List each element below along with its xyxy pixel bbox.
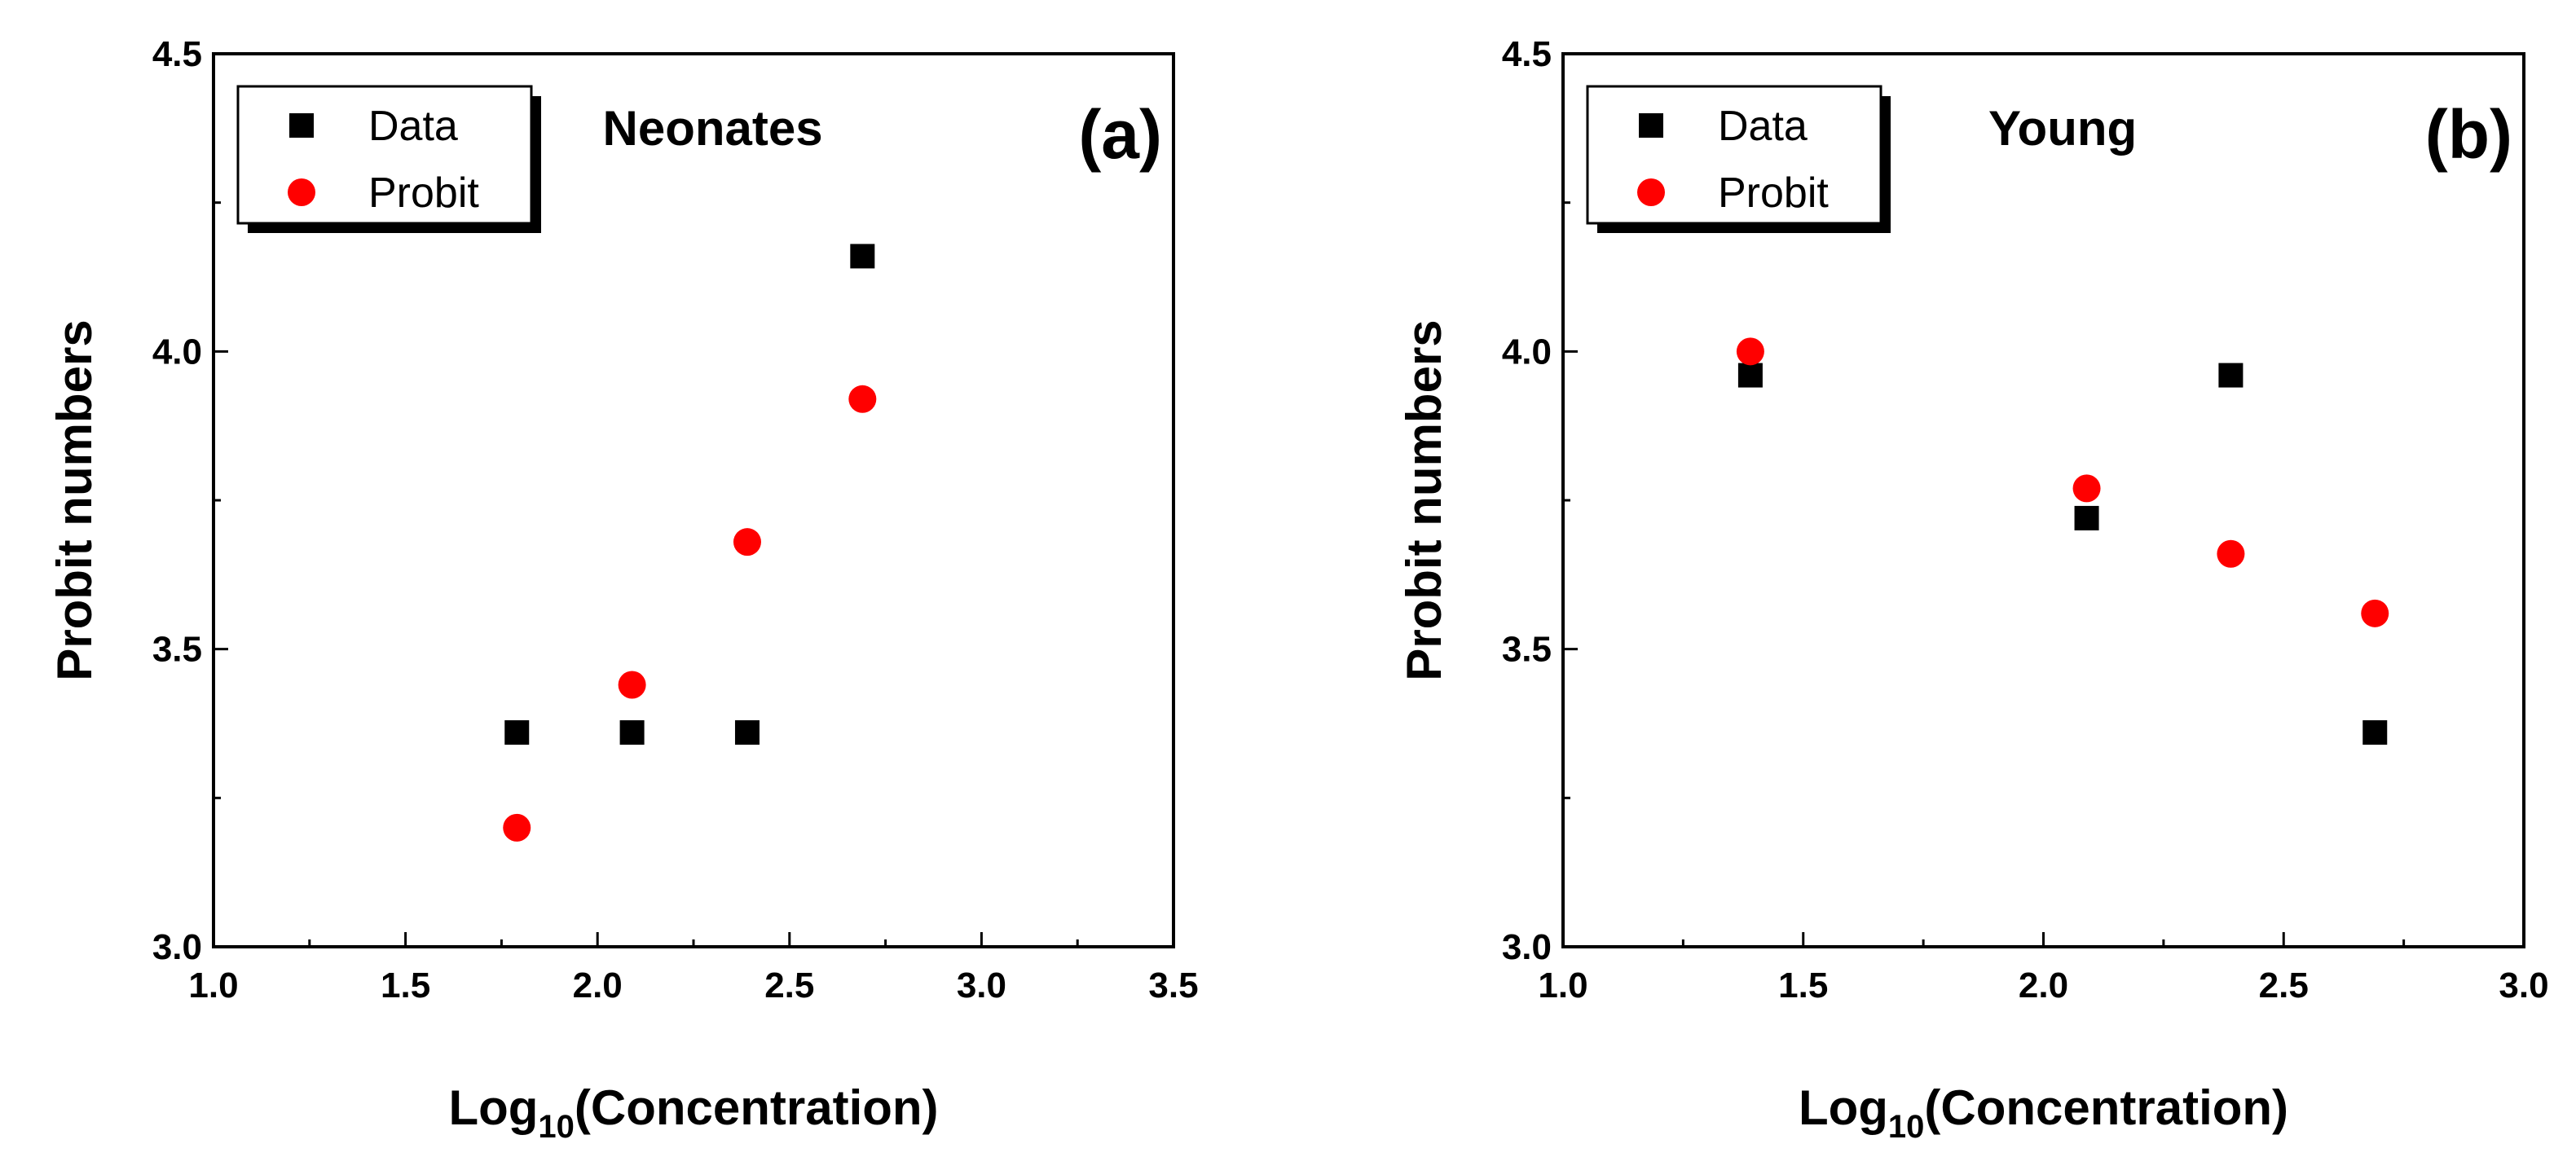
legend-marker-circle	[1637, 178, 1665, 206]
data-point-square	[2218, 363, 2244, 388]
x-tick-label: 2.0	[573, 966, 623, 1005]
data-point-square	[504, 719, 530, 745]
x-tick-label: 2.5	[764, 966, 814, 1005]
y-tick-label: 3.0	[1502, 927, 1552, 967]
x-tick-label: 1.0	[188, 966, 238, 1005]
series-probit	[503, 385, 877, 842]
x-axis-title-subscript: 10	[538, 1109, 575, 1145]
y-axis-title: Probit numbers	[1397, 319, 1451, 680]
x-tick-label: 3.0	[2499, 966, 2548, 1005]
legend-box	[1586, 85, 1882, 225]
y-tick-label: 4.5	[1502, 34, 1552, 74]
legend: Data Probit	[236, 85, 541, 233]
y-tick-label: 3.5	[152, 630, 202, 670]
probit-point-circle	[2217, 539, 2245, 568]
probit-point-circle	[1736, 337, 1764, 366]
legend-marker-square	[1639, 113, 1663, 138]
y-tick-label: 3.5	[1502, 630, 1552, 670]
data-point-square	[2362, 719, 2388, 745]
probit-point-circle	[2072, 474, 2101, 503]
data-point-square	[1737, 363, 1763, 388]
x-axis-title-rest: (Concentration)	[1924, 1080, 2288, 1135]
chart-panel-a: 1.0 1.5 2.0 2.5 3.0 3.5 3.0 3.5 4.0 4.5 Log10(Conc…	[47, 34, 1199, 1145]
x-tick-label: 2.0	[2019, 966, 2068, 1005]
series-probit	[1736, 337, 2389, 627]
legend-label: Data	[368, 103, 458, 150]
data-point-square	[734, 719, 760, 745]
data-point-square	[850, 244, 875, 269]
data-point-square	[619, 719, 645, 745]
legend-marker-circle	[288, 178, 315, 206]
x-tick-label: 1.0	[1538, 966, 1587, 1005]
y-tick-label: 3.0	[152, 927, 202, 967]
legend-box	[236, 85, 533, 225]
chart-panel-b: 1.0 1.5 2.0 2.5 3.0 3.0 3.5 4.0 4.5 Log10(Concent…	[1397, 34, 2549, 1145]
x-axis-title: Log10(Concentration)	[448, 1080, 938, 1145]
legend-label: Data	[1718, 103, 1808, 150]
data-point-square	[2074, 505, 2099, 530]
x-tick-label: 3.5	[1148, 966, 1198, 1005]
probit-point-circle	[848, 385, 877, 413]
legend-label: Probit	[1718, 169, 1829, 217]
y-tick-label: 4.5	[152, 34, 202, 74]
y-tick-label: 4.0	[152, 332, 202, 372]
y-axis-title: Probit numbers	[47, 319, 102, 680]
probit-point-circle	[2361, 599, 2389, 627]
x-tick-label: 1.5	[1778, 966, 1828, 1005]
x-axis-title-main: Log	[1799, 1080, 1888, 1135]
x-tick-label: 2.5	[2259, 966, 2309, 1005]
legend: Data Probit	[1586, 85, 1891, 233]
panel-title: Neonates	[603, 101, 823, 156]
x-tick-label: 1.5	[381, 966, 430, 1005]
x-tick-label: 3.0	[957, 966, 1006, 1005]
series-data	[504, 244, 875, 745]
x-axis-title: Log10(Concentration)	[1799, 1080, 2288, 1145]
legend-label: Probit	[368, 169, 479, 217]
panel-label: (a)	[1078, 96, 1162, 173]
probit-point-circle	[618, 671, 646, 699]
panel-label: (b)	[2425, 96, 2512, 173]
y-tick-label: 4.0	[1502, 332, 1552, 372]
x-axis-title-subscript: 10	[1888, 1109, 1925, 1145]
series-data	[1737, 363, 2388, 745]
probit-point-circle	[733, 528, 761, 557]
panel-title: Young	[1988, 101, 2137, 156]
x-axis-title-rest: (Concentration)	[575, 1080, 939, 1135]
probit-point-circle	[503, 813, 531, 842]
legend-marker-square	[289, 113, 314, 138]
x-axis-title-main: Log	[448, 1080, 538, 1135]
